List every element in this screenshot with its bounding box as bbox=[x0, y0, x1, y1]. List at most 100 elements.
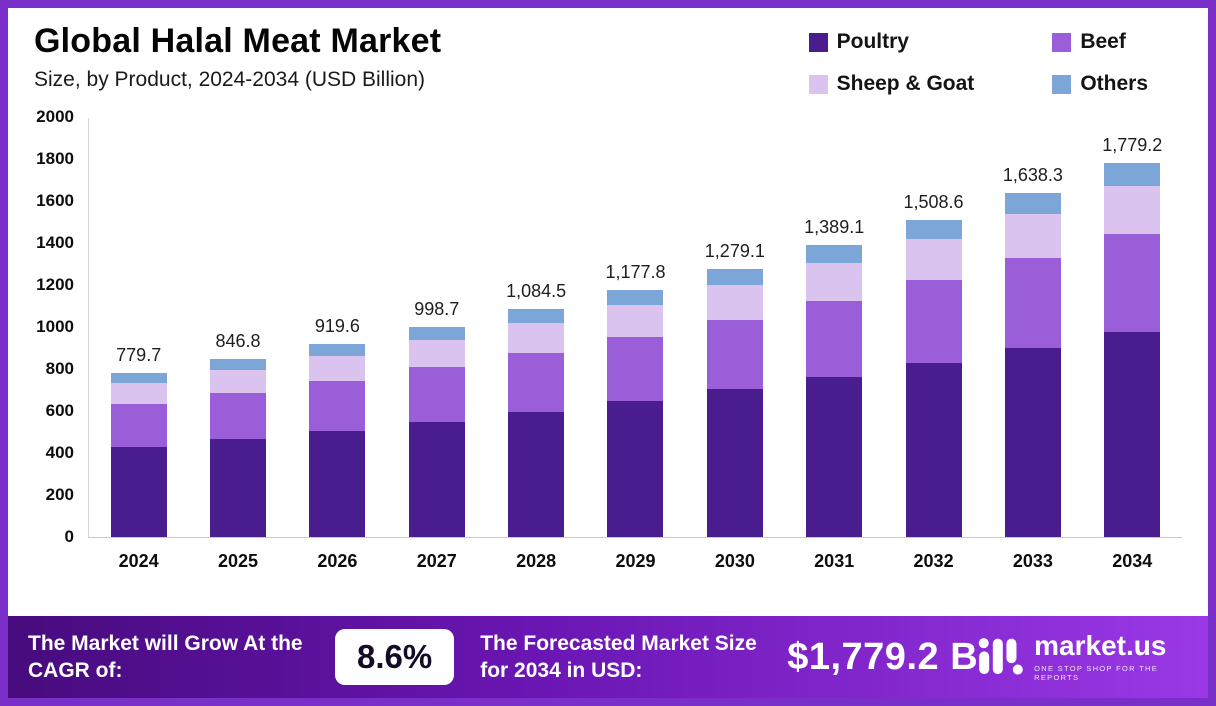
legend-label-sheep-goat: Sheep & Goat bbox=[836, 72, 975, 95]
legend-swatch-others bbox=[1052, 74, 1072, 94]
x-label-2026: 2026 bbox=[317, 551, 358, 571]
legend-item-beef: Beef bbox=[1052, 30, 1148, 54]
forecast-value: $1,779.2 B bbox=[787, 635, 979, 678]
stacked-bar-2028 bbox=[508, 309, 565, 537]
segment-poultry-2031 bbox=[806, 376, 863, 537]
segment-beef-2034 bbox=[1104, 234, 1161, 332]
segment-others-2030 bbox=[706, 268, 763, 285]
y-tick-200: 200 bbox=[45, 485, 74, 504]
segment-beef-2025 bbox=[210, 393, 267, 440]
chart-legend: Poultry Beef Sheep & Goat Others bbox=[808, 30, 1148, 96]
page-title: Global Halal Meat Market bbox=[34, 22, 442, 60]
total-label-2024: 779.7 bbox=[116, 345, 162, 366]
y-tick-800: 800 bbox=[45, 359, 74, 378]
x-label-2031: 2031 bbox=[814, 551, 855, 571]
segment-beef-2026 bbox=[309, 380, 366, 431]
x-label-2033: 2033 bbox=[1012, 551, 1053, 571]
stacked-bar-2026 bbox=[309, 343, 366, 537]
y-tick-0: 0 bbox=[64, 527, 74, 546]
plot-row: 0 200 400 600 800 1000 1200 1400 1600 1800 2000 77… bbox=[24, 107, 1182, 546]
x-label-2034: 2034 bbox=[1112, 551, 1153, 571]
segment-sheep-goat-2026 bbox=[309, 355, 366, 381]
segment-others-2024 bbox=[110, 373, 167, 384]
x-label-2027: 2027 bbox=[416, 551, 457, 571]
segment-sheep-goat-2032 bbox=[905, 239, 962, 281]
legend-item-others: Others bbox=[1052, 72, 1148, 96]
segment-sheep-goat-2033 bbox=[1004, 213, 1061, 259]
stacked-bar-2032 bbox=[905, 220, 962, 537]
total-label-2033: 1,638.3 bbox=[1002, 165, 1063, 186]
stacked-bar-2030 bbox=[706, 268, 763, 537]
segment-sheep-goat-2031 bbox=[806, 262, 863, 301]
bar-group-2024: 779.7 bbox=[89, 118, 188, 537]
segment-sheep-goat-2025 bbox=[210, 369, 267, 394]
legend-swatch-beef bbox=[1052, 32, 1072, 52]
y-tick-1800: 1800 bbox=[36, 149, 74, 168]
segment-poultry-2027 bbox=[408, 421, 465, 537]
segment-beef-2031 bbox=[806, 300, 863, 377]
segment-others-2025 bbox=[210, 359, 267, 370]
page-subtitle: Size, by Product, 2024-2034 (USD Billion… bbox=[34, 68, 426, 91]
segment-poultry-2024 bbox=[110, 447, 167, 537]
bar-group-2027: 998.7 bbox=[387, 118, 486, 537]
segment-sheep-goat-2024 bbox=[110, 383, 167, 405]
segment-beef-2028 bbox=[508, 352, 565, 412]
segment-poultry-2033 bbox=[1004, 347, 1061, 537]
stacked-bar-2025 bbox=[210, 359, 267, 537]
x-label-2032: 2032 bbox=[913, 551, 954, 571]
segment-beef-2027 bbox=[408, 367, 465, 422]
y-tick-1400: 1400 bbox=[36, 233, 74, 252]
cagr-value-badge: 8.6% bbox=[335, 629, 455, 685]
legend-swatch-sheep-goat bbox=[808, 74, 828, 94]
segment-poultry-2030 bbox=[706, 389, 763, 537]
segment-beef-2024 bbox=[110, 404, 167, 447]
bar-group-2031: 1,389.1 bbox=[785, 118, 884, 537]
forecast-label: The Forecasted Market Size for 2034 in U… bbox=[480, 631, 757, 682]
segment-sheep-goat-2029 bbox=[607, 304, 664, 337]
x-label-2030: 2030 bbox=[714, 551, 755, 571]
brand-text: market.us ONE STOP SHOP FOR THE REPORTS bbox=[1034, 632, 1180, 683]
segment-others-2033 bbox=[1004, 193, 1061, 214]
legend-label-others: Others bbox=[1080, 72, 1148, 95]
segment-poultry-2026 bbox=[309, 430, 366, 537]
title-block: Global Halal Meat Market Size, by Produc… bbox=[34, 22, 441, 92]
segment-poultry-2032 bbox=[905, 362, 962, 537]
chart-area: 0 200 400 600 800 1000 1200 1400 1600 1800 2000 77… bbox=[24, 107, 1182, 572]
segment-sheep-goat-2027 bbox=[408, 339, 465, 368]
y-tick-600: 600 bbox=[45, 401, 74, 420]
cagr-label: The Market will Grow At the CAGR of: bbox=[28, 631, 303, 682]
x-axis: 2024 2025 2026 2027 2028 2029 2030 2031 2032 2033… bbox=[89, 538, 1182, 572]
segment-sheep-goat-2028 bbox=[508, 322, 565, 353]
bar-group-2034: 1,779.2 bbox=[1083, 118, 1182, 537]
segment-poultry-2028 bbox=[508, 411, 565, 537]
total-label-2026: 919.6 bbox=[314, 315, 360, 336]
market-us-logo-icon bbox=[978, 635, 1024, 680]
stacked-bar-2033 bbox=[1004, 193, 1061, 537]
bar-group-2028: 1,084.5 bbox=[486, 118, 585, 537]
total-label-2032: 1,508.6 bbox=[903, 192, 964, 213]
y-tick-1000: 1000 bbox=[36, 317, 74, 336]
x-label-2024: 2024 bbox=[118, 551, 159, 571]
segment-others-2028 bbox=[508, 309, 565, 323]
segment-others-2027 bbox=[408, 327, 465, 340]
y-tick-1600: 1600 bbox=[36, 191, 74, 210]
y-tick-1200: 1200 bbox=[36, 275, 74, 294]
plot-area: 779.7 846.8 919.6 998.7 1,084.5 1,177.8 1,279.… bbox=[88, 118, 1182, 538]
segment-sheep-goat-2034 bbox=[1104, 185, 1161, 235]
total-label-2029: 1,177.8 bbox=[605, 261, 666, 282]
footer-banner: The Market will Grow At the CAGR of: 8.6… bbox=[8, 616, 1208, 698]
segment-others-2034 bbox=[1104, 163, 1161, 186]
bar-group-2033: 1,638.3 bbox=[983, 118, 1082, 537]
legend-label-beef: Beef bbox=[1080, 30, 1126, 53]
total-label-2028: 1,084.5 bbox=[506, 281, 567, 302]
segment-beef-2032 bbox=[905, 280, 962, 363]
bar-group-2030: 1,279.1 bbox=[685, 118, 784, 537]
bar-group-2032: 1,508.6 bbox=[884, 118, 983, 537]
segment-poultry-2025 bbox=[210, 439, 267, 537]
x-label-2029: 2029 bbox=[615, 551, 656, 571]
segment-poultry-2034 bbox=[1104, 331, 1161, 537]
segment-poultry-2029 bbox=[607, 401, 664, 537]
total-label-2025: 846.8 bbox=[215, 331, 261, 352]
legend-item-sheep-goat: Sheep & Goat bbox=[808, 72, 975, 96]
brand-tagline: ONE STOP SHOP FOR THE REPORTS bbox=[1034, 664, 1158, 682]
